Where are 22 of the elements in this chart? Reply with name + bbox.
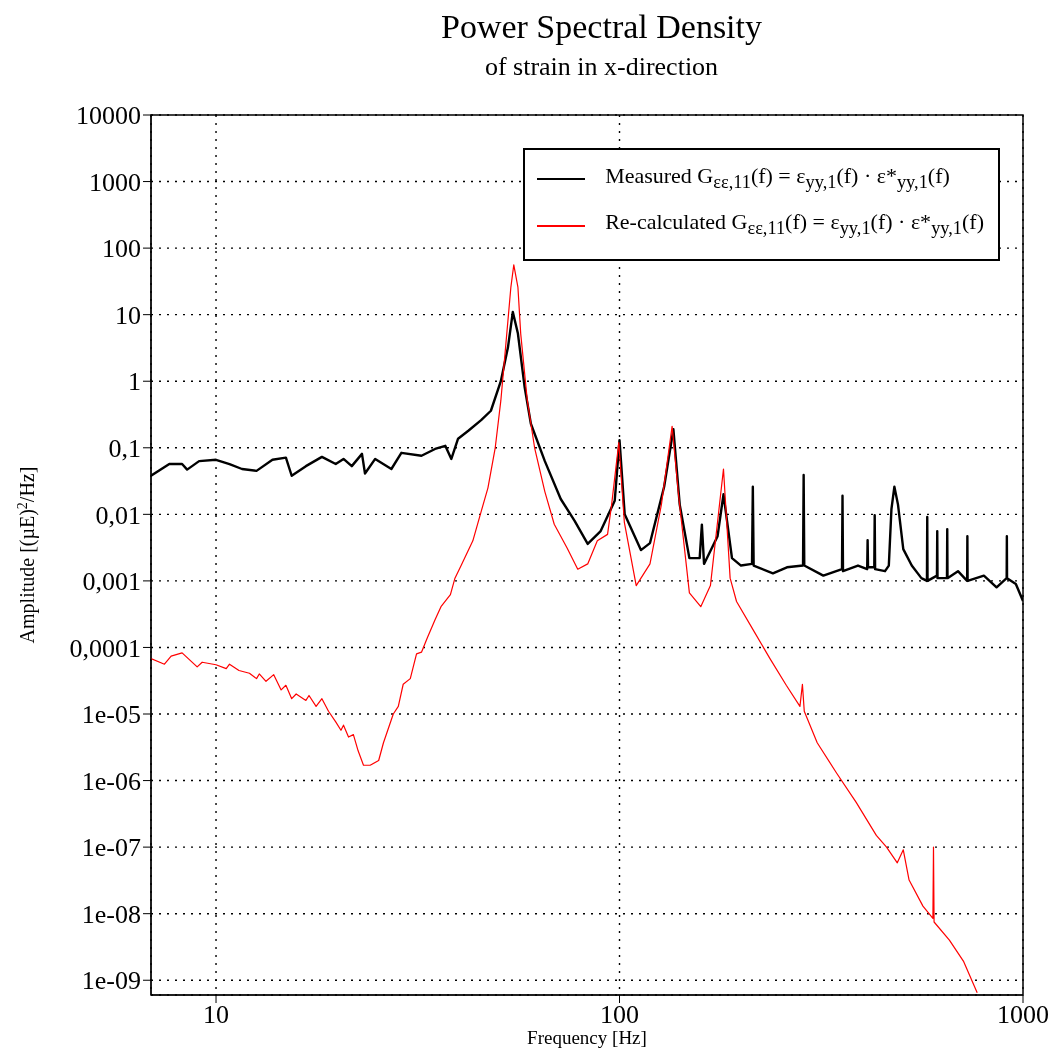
x-tick-label: 1000	[997, 1000, 1049, 1030]
y-tick-label: 0,1	[108, 434, 141, 464]
y-tick-label: 0,0001	[69, 633, 141, 663]
y-tick-label: 100	[102, 234, 141, 264]
y-tick-label: 1e-08	[81, 899, 141, 929]
y-tick-label: 1e-06	[81, 766, 141, 796]
x-axis-title: Frequency [Hz]	[527, 1027, 647, 1048]
chart-subtitle: of strain in x-direction	[483, 52, 720, 83]
chart-title: Power Spectral Density	[439, 8, 763, 47]
y-tick-label: 1000	[89, 167, 141, 197]
y-tick-label: 1	[128, 367, 141, 397]
x-tick-label: 100	[600, 1000, 640, 1030]
y-tick-label: 1e-07	[81, 833, 141, 863]
y-tick-label: 1e-09	[81, 966, 141, 996]
legend-label: Re-calculated G$_{εε,11}$(f) = ε$_{yy,1}$(f) · ε*$_{yy,1}$(f)	[605, 208, 984, 241]
x-tick-label: 10	[203, 1000, 230, 1030]
y-tick-label: 10	[115, 300, 141, 330]
y-tick-label: 0,01	[95, 500, 141, 530]
y-tick-label: 10000	[76, 101, 141, 131]
legend-label: Measured G$_{εε,11}$(f) = ε$_{yy,1}$(f) · ε*$_{yy,1}$(f)	[605, 162, 950, 195]
y-tick-label: 1e-05	[81, 700, 141, 730]
y-tick-label: 0,001	[82, 567, 141, 597]
